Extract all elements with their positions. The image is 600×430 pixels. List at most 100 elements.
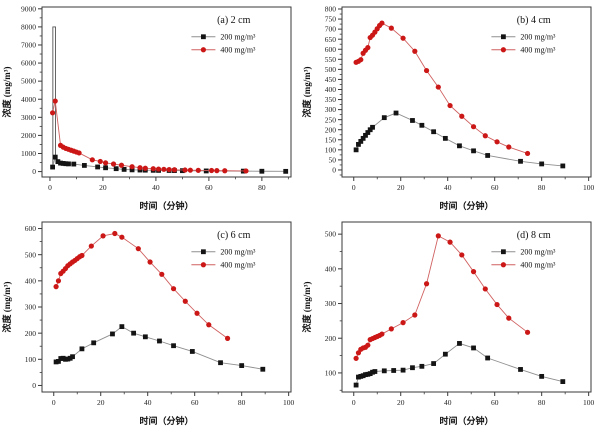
- y-tick-label: 800: [325, 5, 337, 14]
- y-tick-label: 5000: [21, 77, 36, 86]
- x-tick-label: 40: [444, 398, 452, 407]
- x-tick-label: 80: [258, 183, 266, 192]
- data-point-circle: [53, 284, 59, 290]
- legend-item-200: 200 mg/m³: [191, 32, 256, 41]
- data-point-circle: [88, 243, 94, 249]
- data-point-square: [560, 163, 566, 169]
- y-tick-label: 0: [332, 166, 336, 175]
- data-point-circle: [147, 259, 153, 265]
- data-point-square: [381, 115, 387, 121]
- data-point-circle: [100, 233, 106, 239]
- legend-label: 400 mg/m³: [520, 45, 556, 54]
- y-tick-label: 200: [325, 125, 337, 134]
- y-tick-label: 750: [325, 15, 337, 24]
- data-point-square: [365, 130, 371, 135]
- y-tick-label: 500: [325, 65, 337, 74]
- y-tick-label: 150: [325, 135, 337, 144]
- y-axis-label: 浓度 (mg/m³): [1, 282, 12, 333]
- data-point-square: [79, 346, 85, 352]
- x-axis-label: 时间（分钟）: [439, 415, 493, 426]
- data-point-circle: [494, 301, 500, 308]
- data-point-circle: [435, 84, 441, 90]
- data-point-square: [71, 161, 77, 167]
- data-point-square: [518, 367, 523, 372]
- data-point-square: [131, 330, 137, 336]
- x-tick-label: 100: [583, 398, 595, 407]
- data-point-square: [442, 351, 448, 357]
- series-400: [353, 20, 531, 157]
- data-point-circle: [135, 246, 141, 252]
- data-point-square: [431, 361, 437, 366]
- data-point-square: [539, 373, 545, 379]
- y-tick-label: 0: [32, 381, 36, 390]
- data-point-circle: [388, 25, 394, 31]
- legend-label: 400 mg/m³: [520, 260, 556, 269]
- data-point-square: [129, 167, 135, 173]
- data-point-circle: [506, 315, 512, 321]
- chart-d-8cm: 0 20 40 60 80 100 100 200 300 400 500 时间（分钟） 浓度 (mg/…: [301, 221, 595, 426]
- y-axis: 100 200 300 400 500: [325, 230, 342, 391]
- series-200: [53, 324, 266, 372]
- plot-frame: [341, 221, 592, 393]
- x-tick-label: 40: [152, 183, 160, 192]
- data-point-circle: [208, 167, 215, 174]
- legend-label: 400 mg/m³: [220, 260, 256, 269]
- data-point-circle: [110, 161, 117, 167]
- data-point-circle: [142, 165, 148, 171]
- data-point-circle: [506, 144, 512, 150]
- data-point-square: [218, 360, 223, 366]
- y-tick-label: 350: [325, 95, 337, 104]
- data-point-circle: [524, 329, 531, 335]
- y-tick-label: 400: [25, 276, 37, 285]
- data-point-square: [171, 343, 176, 349]
- data-point-square: [356, 142, 361, 147]
- data-point-square: [60, 161, 66, 166]
- y-tick-label: 2000: [21, 131, 36, 140]
- plot-frame: [41, 6, 292, 178]
- data-point-circle: [423, 67, 430, 74]
- spike-line: [52, 26, 56, 168]
- data-point-square: [393, 110, 399, 116]
- data-point-square: [103, 165, 108, 171]
- data-point-square: [419, 122, 425, 128]
- x-tick-label: 20: [97, 398, 105, 407]
- x-tick-label: 100: [583, 183, 595, 192]
- data-point-circle: [89, 157, 95, 163]
- x-tick-label: 60: [491, 398, 499, 407]
- data-point-circle: [52, 98, 58, 104]
- x-axis-label: 时间（分钟）: [139, 415, 193, 426]
- x-tick-label: 60: [491, 183, 499, 192]
- data-point-square: [370, 124, 375, 130]
- data-point-circle: [79, 252, 85, 259]
- x-tick-label: 0: [352, 183, 356, 192]
- y-tick-label: 9000: [21, 4, 36, 13]
- data-point-circle: [494, 139, 500, 145]
- y-tick-label: 400: [325, 264, 337, 273]
- y-tick-label: 250: [325, 115, 337, 124]
- data-point-square: [63, 161, 69, 167]
- data-point-square: [353, 147, 359, 153]
- data-point-circle: [358, 57, 364, 63]
- y-tick-label: 700: [325, 25, 337, 34]
- legend-marker-square: [501, 34, 506, 40]
- legend-marker-circle: [200, 47, 206, 53]
- legend-marker-square: [501, 249, 506, 255]
- data-point-square: [50, 164, 55, 170]
- data-point-square: [260, 366, 266, 372]
- y-axis: 0 100 200 300 400 500 600: [25, 224, 42, 390]
- data-point-square: [410, 118, 415, 123]
- data-point-circle: [182, 298, 188, 304]
- data-point-square: [189, 349, 195, 354]
- data-point-square: [410, 365, 415, 371]
- x-tick-label: 40: [144, 398, 152, 407]
- data-point-square: [471, 148, 476, 154]
- data-point-circle: [459, 113, 465, 119]
- data-point-circle: [171, 167, 178, 173]
- y-tick-label: 100: [325, 369, 337, 378]
- legend-label: 400 mg/m³: [220, 45, 256, 54]
- x-axis-label: 时间（分钟）: [139, 200, 193, 211]
- data-point-square: [367, 127, 373, 133]
- x-tick-label: 20: [99, 183, 107, 192]
- legend-item-200: 200 mg/m³: [491, 32, 556, 41]
